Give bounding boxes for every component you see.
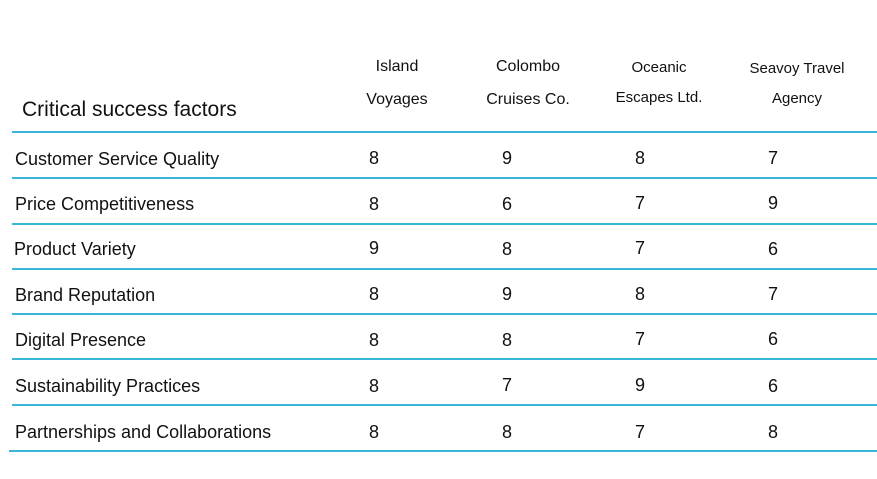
cell-value: 9 <box>502 284 513 304</box>
cell-value: 8 <box>369 148 380 168</box>
header-divider <box>12 131 877 133</box>
cell-value: 6 <box>768 239 779 259</box>
table-bottom-rule <box>9 450 877 452</box>
row-label-partnerships-and-collaborations: Partnerships and Collaborations <box>15 422 272 442</box>
column-header-line1: Oceanic <box>631 59 687 76</box>
cell-value: 7 <box>635 193 646 213</box>
cell-value: 8 <box>369 376 380 396</box>
cell-value: 8 <box>369 422 380 442</box>
row-divider <box>12 313 877 315</box>
row-divider <box>12 268 877 270</box>
cell-value: 8 <box>369 330 380 350</box>
row-label-brand-reputation: Brand Reputation <box>15 285 156 305</box>
cell-value: 6 <box>502 194 513 214</box>
column-header-oceanic-escapes: Oceanic Escapes Ltd. <box>600 53 718 113</box>
row-label-digital-presence: Digital Presence <box>15 330 147 350</box>
cell-value: 7 <box>768 148 779 168</box>
cell-value: 8 <box>369 194 380 214</box>
row-label-customer-service-quality: Customer Service Quality <box>15 149 220 169</box>
row-divider <box>12 223 877 225</box>
column-header-seavoy-travel: Seavoy Travel Agency <box>736 54 858 114</box>
cell-value: 6 <box>768 329 779 349</box>
cell-value: 9 <box>635 375 646 395</box>
column-header-line2: Agency <box>771 90 823 107</box>
cell-value: 7 <box>635 422 646 442</box>
cell-value: 8 <box>369 284 380 304</box>
column-header-line1: Colombo <box>495 58 561 75</box>
cell-value: 8 <box>635 148 646 168</box>
cell-value: 8 <box>502 330 513 350</box>
column-header-colombo-cruises: Colombo Cruises Co. <box>470 50 586 116</box>
column-header-line1: Seavoy Travel <box>749 60 845 77</box>
cell-value: 8 <box>635 284 646 304</box>
column-header-line2: Escapes Ltd. <box>615 89 703 106</box>
cell-value: 8 <box>768 422 779 442</box>
cell-value: 8 <box>502 239 513 259</box>
table-header-title: Critical success factors <box>22 98 237 121</box>
cell-value: 9 <box>768 193 779 213</box>
cell-value: 9 <box>502 148 513 168</box>
row-divider <box>12 358 877 360</box>
column-header-line1: Island <box>375 58 419 75</box>
row-label-product-variety: Product Variety <box>14 239 136 259</box>
column-header-line2: Cruises Co. <box>486 91 570 108</box>
cell-value: 6 <box>768 376 779 396</box>
cell-value: 7 <box>768 284 779 304</box>
row-label-sustainability-practices: Sustainability Practices <box>15 376 201 396</box>
cell-value: 9 <box>369 238 380 258</box>
row-divider <box>12 404 877 406</box>
cell-value: 7 <box>635 329 646 349</box>
cell-value: 8 <box>502 422 513 442</box>
column-header-line2: Voyages <box>366 91 428 108</box>
cell-value: 7 <box>635 238 646 258</box>
column-header-island-voyages: Island Voyages <box>347 50 447 116</box>
cell-value: 7 <box>502 375 513 395</box>
row-label-price-competitiveness: Price Competitiveness <box>15 194 195 214</box>
row-divider <box>12 177 877 179</box>
